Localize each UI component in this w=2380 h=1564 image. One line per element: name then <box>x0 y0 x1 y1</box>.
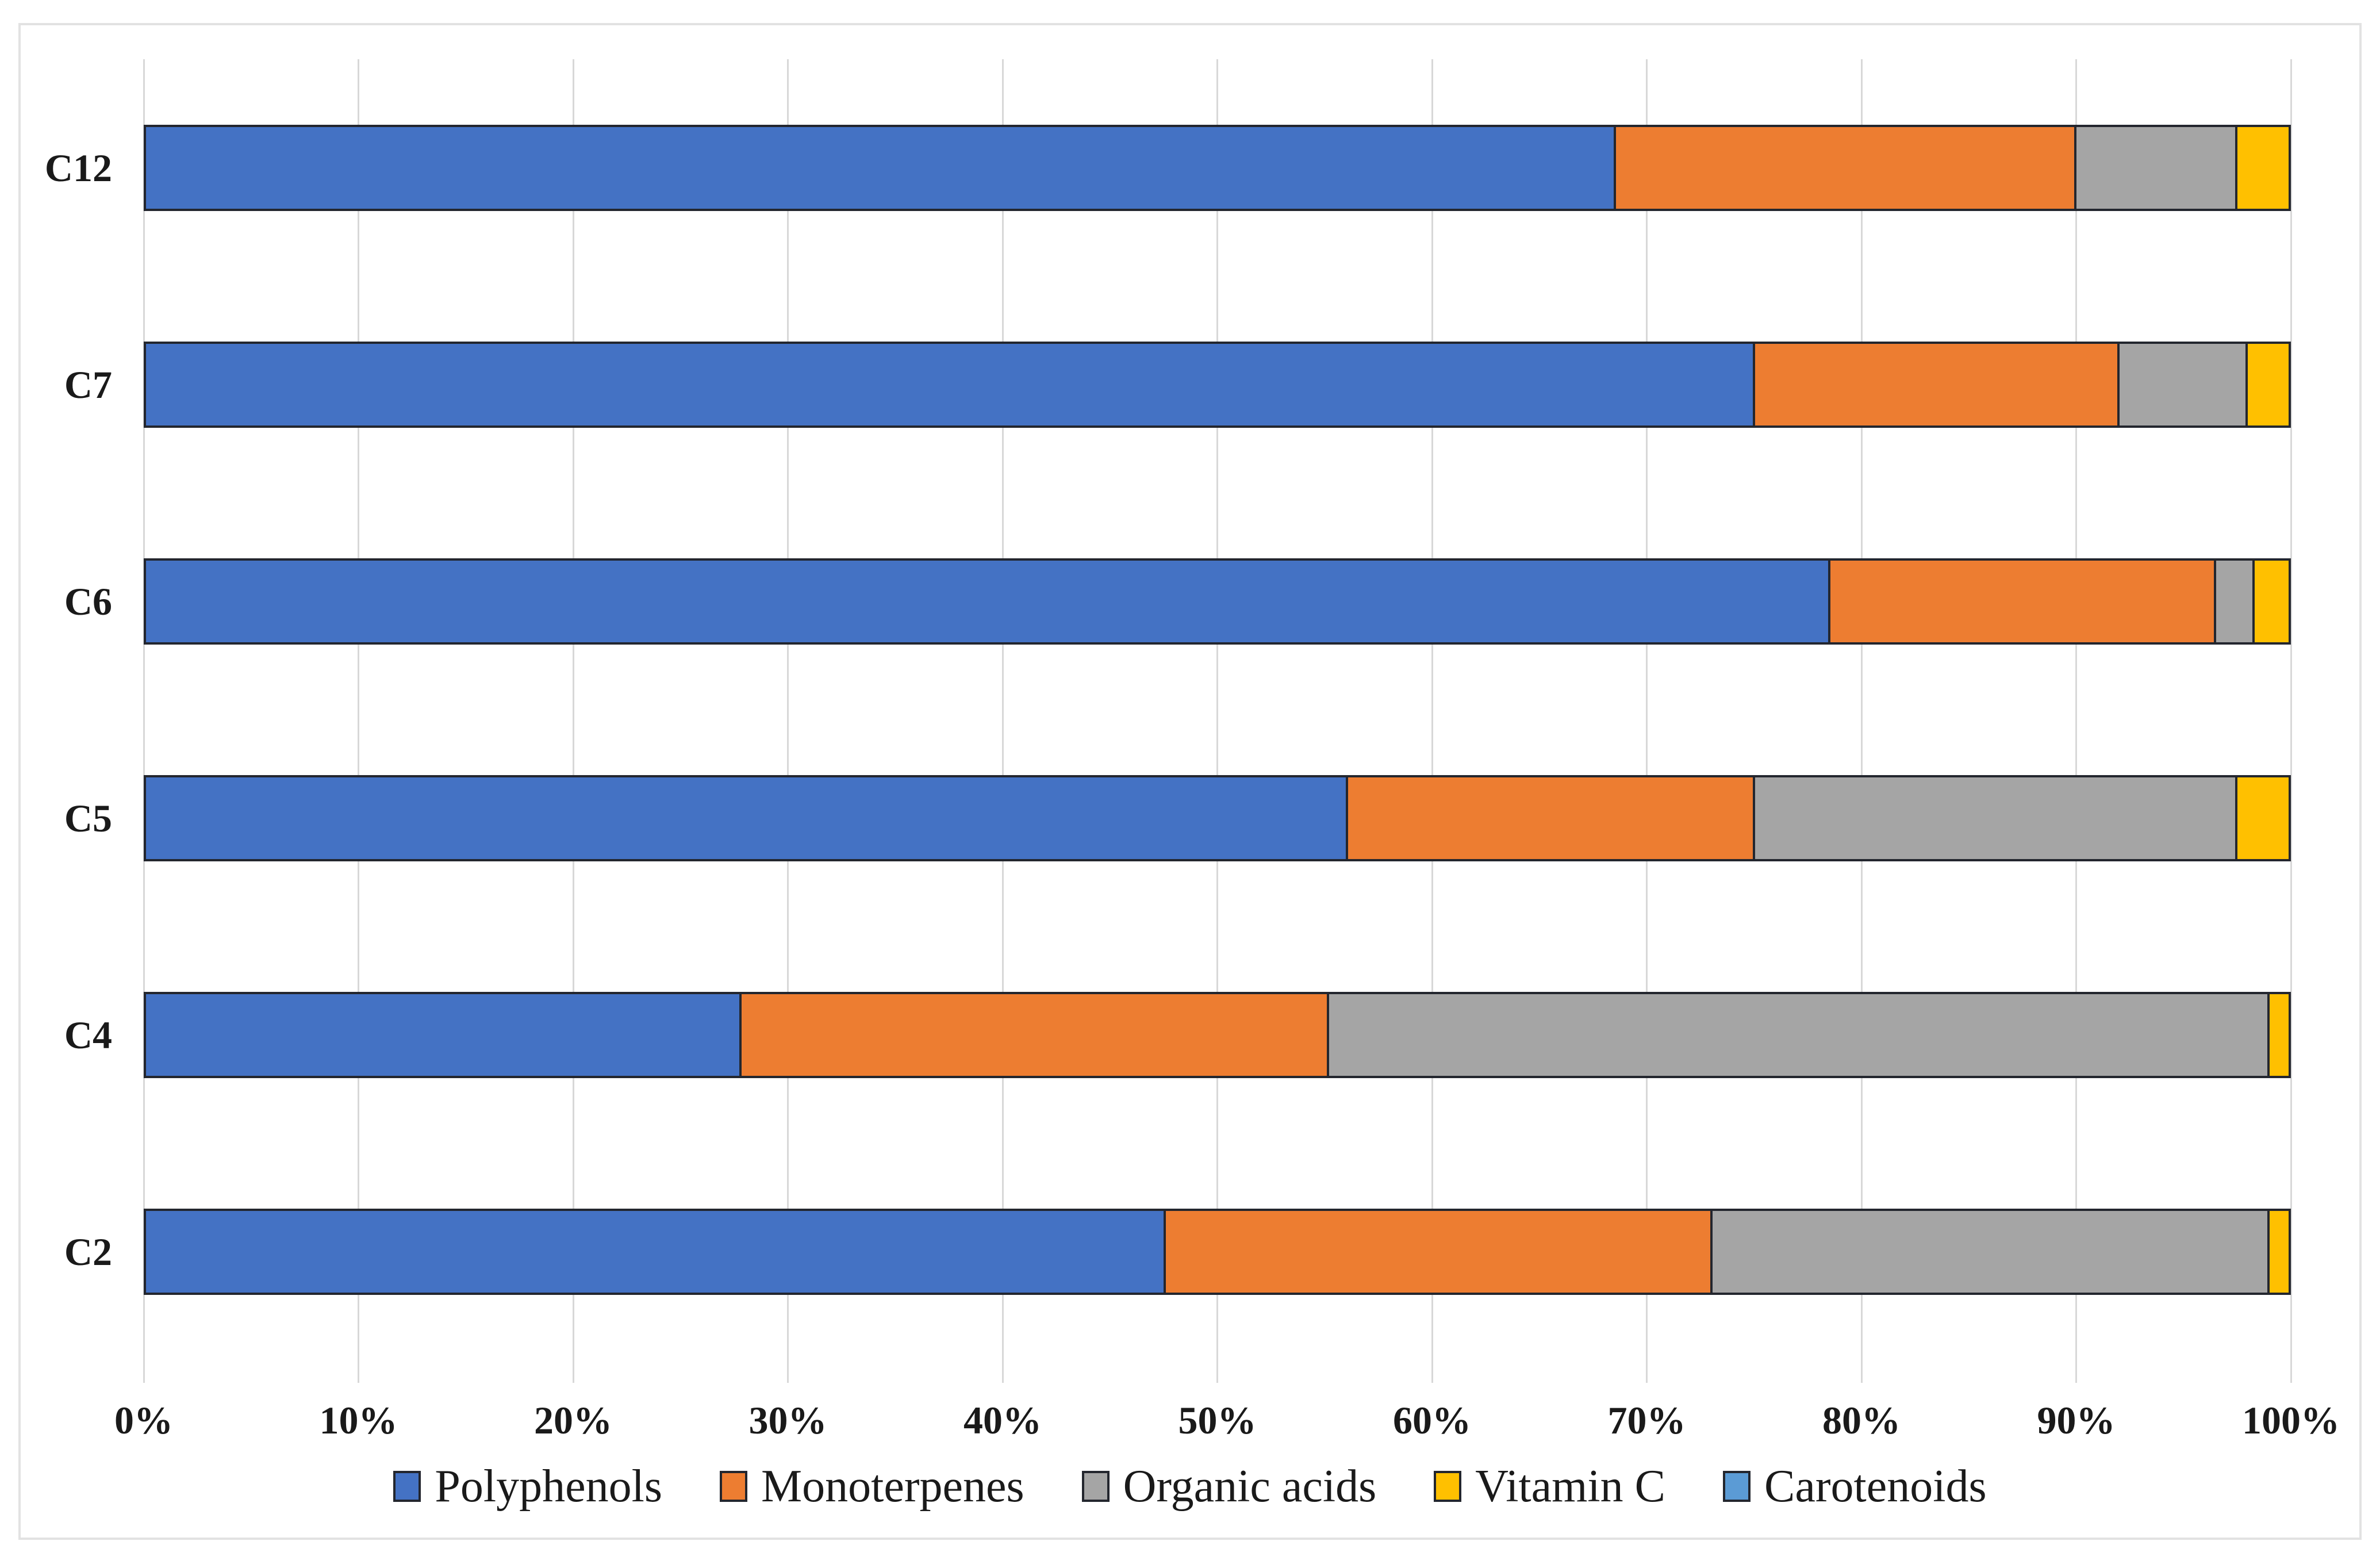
category-label-C4: C4 <box>64 1013 112 1057</box>
gridline-80% <box>1860 59 1863 1383</box>
bar-row-C12 <box>144 124 2291 211</box>
legend-label: Monoterpenes <box>761 1461 1024 1512</box>
legend-swatch-icon <box>719 1471 747 1502</box>
chart-legend: Polyphenols Monoterpenes Organic acids Vita… <box>0 1449 2380 1524</box>
bar-segment-C6-monoterpenes <box>1828 560 2214 642</box>
bar-segment-C2-organic-acids <box>1710 1210 2267 1293</box>
x-tick-label-90%: 90% <box>2037 1398 2116 1442</box>
gridline-20% <box>572 59 574 1383</box>
legend-swatch-icon <box>1434 1471 1462 1502</box>
bar-segment-C2-monoterpenes <box>1164 1210 1710 1293</box>
legend-item-vitamin-c: Vitamin C <box>1434 1463 1665 1509</box>
legend-item-monoterpenes: Monoterpenes <box>719 1461 1024 1512</box>
category-label-C12: C12 <box>44 145 112 190</box>
gridline-40% <box>1001 59 1004 1383</box>
plot-area <box>143 59 2292 1383</box>
bar-segment-C6-vitamin-c <box>2252 560 2289 642</box>
x-tick-label-20%: 20% <box>534 1398 612 1442</box>
x-tick-label-10%: 10% <box>319 1398 398 1442</box>
bar-segment-C7-organic-acids <box>2117 343 2246 425</box>
gridline-10% <box>358 59 359 1383</box>
bar-segment-C4-monoterpenes <box>739 994 1327 1076</box>
bar-segment-C5-organic-acids <box>1753 777 2235 859</box>
category-label-C7: C7 <box>64 362 112 407</box>
gridline-30% <box>787 59 789 1383</box>
x-tick-label-30%: 30% <box>748 1398 827 1442</box>
legend-swatch-icon <box>393 1471 421 1502</box>
category-label-C5: C5 <box>64 796 112 840</box>
bar-segment-C2-polyphenols <box>146 1210 1164 1293</box>
bar-segment-C5-monoterpenes <box>1346 777 1753 859</box>
bar-segment-C5-vitamin-c <box>2235 777 2289 859</box>
bar-segment-C4-polyphenols <box>146 994 740 1076</box>
bar-segment-C7-monoterpenes <box>1753 343 2117 425</box>
bar-segment-C6-organic-acids <box>2213 560 2252 642</box>
category-label-C2: C2 <box>64 1229 112 1274</box>
legend-swatch-icon <box>1722 1471 1751 1502</box>
category-label-C6: C6 <box>64 579 112 623</box>
gridline-50% <box>1216 59 1218 1383</box>
bar-segment-C12-organic-acids <box>2074 126 2235 209</box>
x-tick-label-0%: 0% <box>114 1398 173 1442</box>
legend-label: Carotenoids <box>1764 1461 1987 1512</box>
gridline-60% <box>1431 59 1433 1383</box>
bar-segment-C12-monoterpenes <box>1613 126 2075 209</box>
legend-item-polyphenols: Polyphenols <box>393 1463 662 1509</box>
legend-swatch-icon <box>1081 1471 1110 1502</box>
bar-segment-C6-polyphenols <box>146 560 1828 642</box>
x-tick-label-100%: 100% <box>2242 1398 2340 1442</box>
bar-segment-C4-vitamin-c <box>2267 994 2289 1076</box>
bar-segment-C2-vitamin-c <box>2267 1210 2289 1293</box>
bar-segment-C12-polyphenols <box>146 126 1614 209</box>
bar-segment-C4-organic-acids <box>1326 994 2267 1076</box>
legend-label: Vitamin C <box>1475 1461 1665 1512</box>
x-tick-label-50%: 50% <box>1178 1398 1257 1442</box>
bar-row-C4 <box>144 991 2291 1078</box>
bar-segment-C7-vitamin-c <box>2245 343 2289 425</box>
bar-row-C6 <box>144 558 2291 645</box>
gridline-70% <box>1646 59 1648 1383</box>
bar-segment-C7-polyphenols <box>146 343 1753 425</box>
bar-row-C7 <box>144 341 2291 428</box>
gridline-100% <box>2290 59 2292 1383</box>
legend-item-organic-acids: Organic acids <box>1081 1461 1377 1512</box>
legend-label: Organic acids <box>1123 1461 1377 1512</box>
x-tick-label-70%: 70% <box>1607 1398 1686 1442</box>
x-tick-label-60%: 60% <box>1393 1398 1471 1442</box>
legend-item-carotenoids: Carotenoids <box>1722 1461 1987 1512</box>
bar-segment-C5-polyphenols <box>146 777 1346 859</box>
bar-row-C2 <box>144 1208 2291 1295</box>
gridline-0% <box>143 59 145 1383</box>
bar-row-C5 <box>144 775 2291 861</box>
legend-label: Polyphenols <box>435 1461 662 1512</box>
bar-segment-C12-vitamin-c <box>2235 126 2289 209</box>
x-tick-label-80%: 80% <box>1822 1398 1901 1442</box>
gridline-90% <box>2075 59 2077 1383</box>
x-tick-label-40%: 40% <box>963 1398 1042 1442</box>
